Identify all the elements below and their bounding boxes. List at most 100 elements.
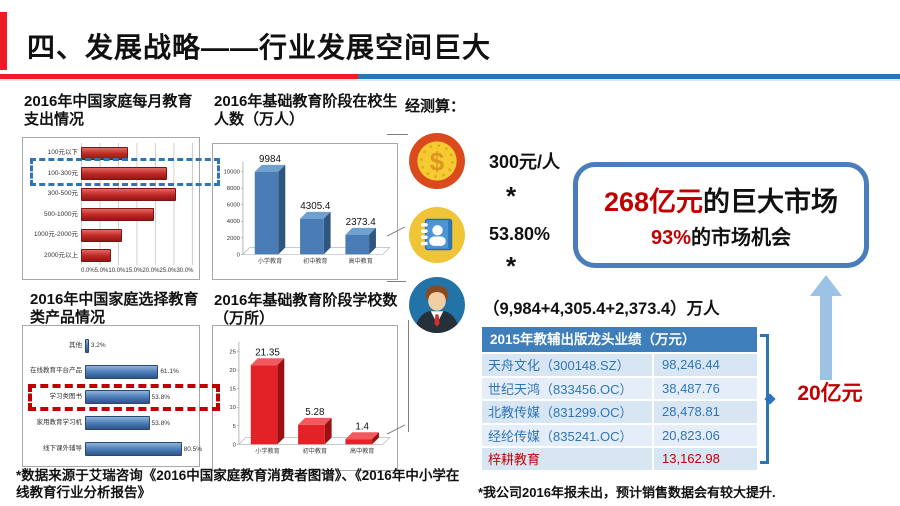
market-line-1: 268亿元的巨大市场 — [604, 180, 838, 219]
bar-category-label: 500-1000元 — [44, 210, 78, 218]
chart-education-products: 其他 3.2% 在线教育平台产品 61.1% 学习类图书 53.8% 家用教育学习机 53.8… — [22, 325, 202, 467]
title-accent-bar — [0, 12, 7, 70]
svg-text:1.4: 1.4 — [355, 421, 369, 432]
svg-text:15: 15 — [229, 387, 236, 393]
company-name: 世纪天鸿（833456.OC） — [482, 377, 652, 399]
chart-students-enrollment: 0 2000 4000 6000 8000 10000 9984 小学教育 4305.4 初中教育… — [212, 143, 398, 280]
bar-row: 300-500元 — [27, 184, 193, 205]
bar — [85, 390, 150, 405]
svg-text:21.35: 21.35 — [255, 347, 280, 358]
svg-text:小学教育: 小学教育 — [255, 447, 279, 455]
3d-bar-plot: 0 5 10 15 20 25 21.35 小学教育 5.28 初中教育 1.4 高中教育 — [229, 341, 391, 455]
chart-title-schools: 2016年基础教育阶段学校数（万所） — [214, 292, 398, 327]
svg-text:0: 0 — [233, 442, 237, 448]
header-rule-light — [0, 79, 900, 81]
calc-heading: 经测算： — [405, 98, 466, 115]
svg-text:2373.4: 2373.4 — [346, 217, 377, 228]
connector-line — [387, 281, 406, 282]
svg-text:25: 25 — [229, 350, 236, 356]
svg-text:$: $ — [430, 148, 445, 176]
svg-text:初中教育: 初中教育 — [303, 257, 327, 265]
calc-step-population: （9,984+4,305.4+2,373.4）万人 — [483, 300, 720, 318]
company-revenue: 98,246.44 — [654, 354, 757, 376]
bar — [85, 364, 159, 379]
footnote-right: *我公司2016年报未出，预计销售数据会有较大提升. — [478, 485, 776, 500]
connector-line — [408, 320, 409, 432]
table-row: 世纪天鸿（833456.OC） 38,487.76 — [482, 377, 757, 399]
bar-category-label: 300-500元 — [47, 190, 78, 197]
svg-text:高中教育: 高中教育 — [350, 447, 374, 455]
bar-value-label: 53.8% — [151, 393, 170, 401]
calc-step-percent: 53.80% — [489, 224, 551, 244]
svg-text:5: 5 — [233, 424, 237, 430]
calc-operator-2: * — [506, 251, 517, 281]
svg-text:0: 0 — [237, 252, 241, 258]
bar-value-label: 53.8% — [151, 419, 170, 427]
performance-table: 2015年教辅出版龙头业绩（万元） 天舟文化（300148.SZ） 98,246.… — [482, 327, 757, 472]
svg-text:4305.4: 4305.4 — [300, 201, 331, 212]
table-row: 北教传媒（831299.OC） 28,478.81 — [482, 401, 757, 423]
bar — [85, 338, 89, 353]
bar-category-label: 在线教育平台产品 — [30, 367, 82, 375]
bar-row: 500-1000元 — [27, 205, 193, 226]
table-header: 2015年教辅出版龙头业绩（万元） — [482, 327, 757, 352]
market-value: 268亿元 — [603, 187, 704, 217]
bar-category-label: 100-300元 — [47, 169, 78, 177]
bar-category-label: 1000元-2000元 — [33, 231, 78, 238]
svg-text:小学教育: 小学教育 — [258, 257, 282, 265]
company-revenue: 13,162.98 — [654, 448, 757, 470]
bar — [85, 416, 150, 431]
connector-line — [387, 134, 408, 135]
chart-title-products: 2016年中国家庭选择教育类产品情况 — [30, 291, 199, 326]
bar-category-label: 家用教育学习机 — [36, 419, 83, 427]
chart-title-monthly-spend: 2016年中国家庭每月教育支出情况 — [24, 93, 193, 128]
bar — [85, 442, 182, 457]
bar-category-label: 2000元以上 — [44, 251, 78, 259]
bar-row: 在线教育平台产品 61.1% — [27, 359, 193, 385]
bar — [81, 249, 111, 263]
company-name: 天舟文化（300148.SZ） — [482, 354, 652, 376]
market-percent: 93% — [650, 227, 692, 249]
bar-row: 其他 3.2% — [27, 333, 193, 359]
market-line-1-text: 的巨大市场 — [703, 187, 839, 217]
header-rule-blue — [358, 74, 900, 79]
company-name: 北教传媒（831299.OC） — [482, 401, 652, 423]
company-revenue: 20,823.06 — [654, 424, 757, 446]
bar — [81, 208, 154, 222]
svg-text:初中教育: 初中教育 — [303, 447, 327, 455]
market-line-2: 93%的市场机会 — [651, 221, 791, 250]
growth-arrow-label: 20亿元 — [797, 382, 863, 405]
bar-value-label: 61.1% — [160, 368, 179, 376]
company-name: 梓耕教育 — [482, 448, 652, 470]
chart-title-students: 2016年基础教育阶段在校生人数（万人） — [214, 93, 398, 128]
bar-category-label: 其他 — [69, 341, 82, 349]
bar-category-label: 学习类图书 — [49, 393, 83, 401]
footnote-left: *数据来源于艾瑞咨询《2016中国家庭教育消费者图谱》、《2016年中小学在线教… — [16, 468, 460, 500]
svg-text:9984: 9984 — [259, 154, 281, 165]
table-row: 经纶传媒（835241.OC） 20,823.06 — [482, 424, 757, 446]
company-name: 经纶传媒（835241.OC） — [482, 424, 652, 446]
businessman-icon — [408, 276, 466, 334]
svg-text:10: 10 — [229, 405, 236, 411]
table-row: 天舟文化（300148.SZ） 98,246.44 — [482, 354, 757, 376]
3d-bar-plot: 0 2000 4000 6000 8000 10000 9984 小学教育 4305.4 初中教育… — [224, 154, 391, 265]
bar-row: 2000元以上 — [27, 246, 193, 267]
highlight-dashed-red — [28, 384, 220, 411]
svg-text:6000: 6000 — [227, 203, 241, 209]
growth-arrow-shaft — [820, 295, 832, 380]
bar — [81, 167, 167, 181]
performance-table-rows: 天舟文化（300148.SZ） 98,246.44 世纪天鸿（833456.OC） 3… — [482, 354, 757, 470]
bar-category-label: 线下课外辅导 — [43, 444, 82, 452]
svg-text:10000: 10000 — [224, 170, 241, 176]
bar-row: 学习类图书 53.8% — [27, 385, 193, 411]
company-revenue: 28,478.81 — [654, 401, 757, 423]
chart-schools-count: 0 5 10 15 20 25 21.35 小学教育 5.28 初中教育 1.4 高中教育 — [212, 325, 398, 471]
address-book-icon — [408, 206, 466, 264]
calc-step-price: 300元/人 — [489, 152, 561, 172]
bar-row: 线下课外辅导 80.5% — [27, 436, 202, 462]
bar — [81, 187, 177, 201]
bar-category-label: 100元以下 — [47, 149, 78, 156]
bar — [81, 228, 123, 242]
company-revenue: 38,487.76 — [654, 377, 757, 399]
